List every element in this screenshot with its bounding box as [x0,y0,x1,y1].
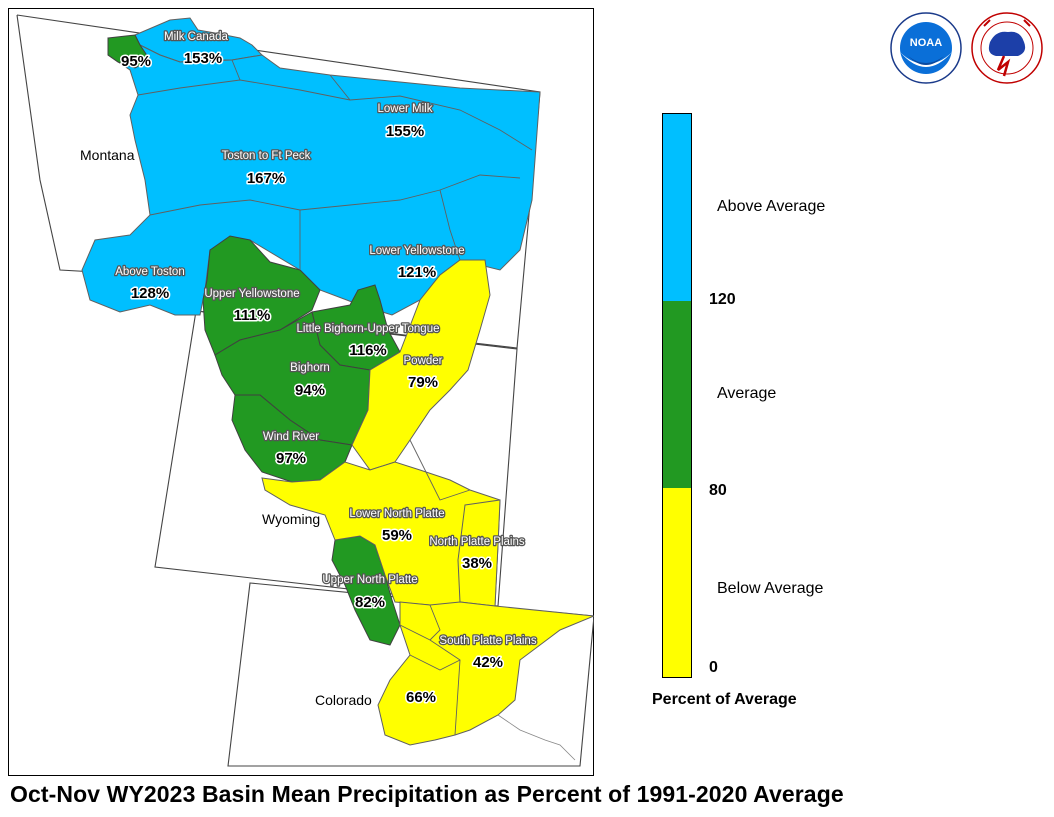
basin-pct-above-toston: 128% [131,285,169,302]
basin-pct-powder: 79% [408,374,438,391]
basin-pct-milk-canada: 153% [184,50,222,67]
basin-south-platte [377,601,594,746]
basin-name-lower-north-platte: Lower North Platte [349,508,444,520]
basin-pct-lower-north-platte: 59% [382,527,412,544]
legend-break-0: 0 [709,659,718,676]
noaa-logo: NOAA [890,12,962,84]
basin-powder [351,259,491,471]
legend-swatch-below [662,488,692,678]
map-panel: Montana Wyoming Colorado Milk Canada 153… [8,8,594,776]
basin-pct-lower-milk: 155% [386,123,424,140]
basin-pct-north-platte-plains: 38% [462,555,492,572]
basin-pct-little-bighorn: 116% [349,342,387,359]
legend-break-120: 120 [709,291,736,308]
basin-name-lower-milk: Lower Milk [378,103,433,115]
basin-name-toston-ft-peck: Toston to Ft Peck [222,150,311,162]
basin-pct-66: 66% [406,689,436,706]
map-title: Oct-Nov WY2023 Basin Mean Precipitation … [10,781,844,807]
basin-name-powder: Powder [404,355,443,367]
noaa-logo-text: NOAA [910,37,942,49]
basin-pct-95: 95% [121,53,151,70]
basin-name-bighorn: Bighorn [290,362,330,374]
basin-name-upper-north-platte: Upper North Platte [322,574,417,586]
legend-title: Percent of Average [652,691,797,708]
basin-pct-wind-river: 97% [276,450,306,467]
basin-name-north-platte-plains: North Platte Plains [429,536,524,548]
legend-swatch-average [662,301,692,488]
legend-label-above: Above Average [717,198,826,215]
colorado-drainage-line [497,714,576,761]
subbasin-lines [137,59,533,736]
legend-break-80: 80 [709,482,727,499]
basin-pct-upper-north-platte: 82% [355,594,385,611]
basin-north-platte-plains [457,499,501,607]
above-average-basins [81,17,541,316]
basin-pct-bighorn: 94% [295,382,325,399]
basin-name-little-bighorn: Little Bighorn-Upper Tongue [297,323,440,335]
basin-pct-south-platte-plains: 42% [473,654,503,671]
legend-label-below: Below Average [717,580,824,597]
basin-name-above-toston: Above Toston [115,266,184,278]
nws-logo [970,12,1044,84]
legend-swatch-above [662,113,692,301]
state-label-colorado: Colorado [315,692,372,708]
basin-name-wind-river: Wind River [263,431,319,443]
basin-pct-lower-yellowstone: 121% [398,264,436,281]
basin-name-milk-canada: Milk Canada [164,31,229,43]
basin-95 [107,34,151,69]
average-basins [107,34,401,646]
basin-labels: Milk Canada 153% 95% Lower Milk 155% Tos… [114,30,538,708]
basin-name-lower-yellowstone: Lower Yellowstone [369,245,464,257]
state-label-wyoming: Wyoming [262,511,320,527]
legend-label-average: Average [717,385,777,402]
basin-pct-toston-ft-peck: 167% [247,170,285,187]
state-label-montana: Montana [80,147,135,163]
basin-name-upper-yellowstone: Upper Yellowstone [204,288,299,300]
basin-name-south-platte-plains: South Platte Plains [439,635,536,647]
basin-pct-upper-yellowstone: 111% [234,307,271,324]
basin-upper-yellowstone [202,235,321,356]
